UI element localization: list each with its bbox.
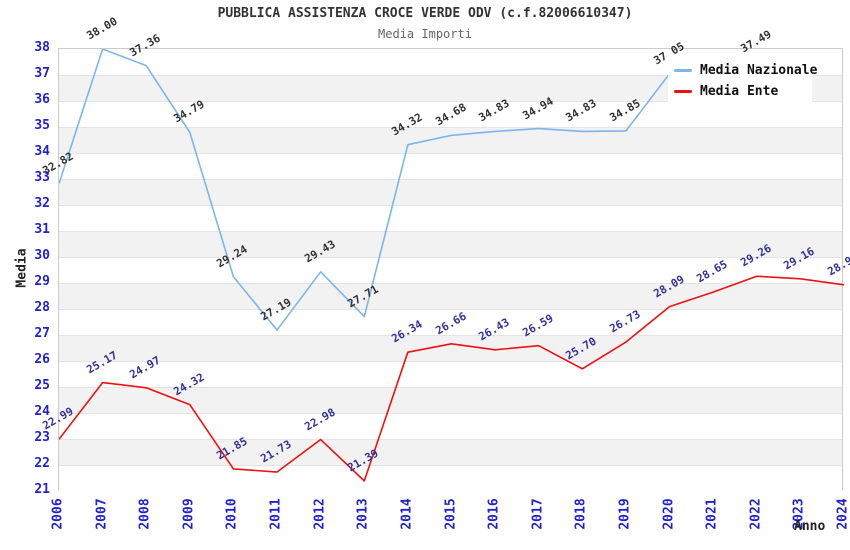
gridline (59, 153, 842, 154)
gridline (59, 413, 842, 414)
y-tick-label: 33 (34, 170, 50, 185)
grid-band (59, 283, 842, 309)
y-tick-label: 34 (34, 144, 50, 159)
y-tick-label: 36 (34, 92, 50, 107)
grid-band (59, 153, 842, 179)
gridline (59, 257, 842, 258)
gridline (59, 309, 842, 310)
gridline (59, 283, 842, 284)
grid-band (59, 205, 842, 231)
grid-band (59, 179, 842, 205)
red-line-swatch-icon (674, 90, 692, 93)
grid-band (59, 387, 842, 413)
grid-band (59, 413, 842, 439)
y-tick-label: 29 (34, 274, 50, 289)
x-tick-label: 2018 (573, 498, 589, 530)
grid-band (59, 257, 842, 283)
grid-band (59, 335, 842, 361)
y-tick-label: 26 (34, 352, 50, 367)
y-tick-label: 28 (34, 300, 50, 315)
series-line-media-nazionale (59, 49, 757, 331)
gridline (59, 335, 842, 336)
y-tick-label: 30 (34, 248, 50, 263)
x-tick-label: 2014 (399, 498, 415, 530)
x-tick-label: 2019 (617, 498, 633, 530)
grid-band (59, 465, 842, 491)
y-tick-label: 24 (34, 404, 50, 419)
y-tick-label: 31 (34, 222, 50, 237)
gridline (59, 439, 842, 440)
gridline (59, 101, 842, 102)
x-tick-label: 2017 (530, 498, 546, 530)
chart-title: PUBBLICA ASSISTENZA CROCE VERDE ODV (c.f… (217, 6, 633, 21)
gridline (59, 465, 842, 466)
gridline (59, 387, 842, 388)
x-tick-label: 2016 (486, 498, 502, 530)
x-axis-title: Anno (794, 519, 826, 534)
x-tick-label: 2012 (312, 498, 328, 530)
x-tick-label: 2021 (704, 498, 720, 530)
legend-label: Media Nazionale (700, 63, 818, 78)
x-tick-label: 2006 (50, 498, 66, 530)
gridline (59, 361, 842, 362)
gridline (59, 231, 842, 232)
grid-band (59, 231, 842, 257)
legend-item-media-ente[interactable]: Media Ente (674, 84, 812, 99)
gridline (59, 127, 842, 128)
y-tick-label: 21 (34, 482, 50, 497)
gridline (59, 205, 842, 206)
x-tick-label: 2022 (748, 498, 764, 530)
blue-line-swatch-icon (674, 69, 692, 72)
x-tick-label: 2011 (268, 498, 284, 530)
y-tick-label: 35 (34, 118, 50, 133)
x-tick-label: 2008 (137, 498, 153, 530)
x-tick-label: 2015 (443, 498, 458, 530)
y-tick-label: 23 (34, 430, 50, 445)
grid-band (59, 439, 842, 465)
x-tick-label: 2010 (224, 498, 240, 530)
y-tick-label: 27 (34, 326, 50, 341)
gridline (59, 75, 842, 76)
grid-band (59, 309, 842, 335)
legend-label: Media Ente (700, 84, 779, 99)
legend-item-media-nazionale[interactable]: Media Nazionale (674, 63, 817, 78)
x-tick-label: 2009 (181, 498, 197, 530)
gridline (59, 179, 842, 180)
x-tick-label: 2007 (94, 498, 110, 530)
x-tick-label: 2020 (661, 498, 677, 530)
y-tick-label: 25 (34, 378, 50, 393)
chart-subtitle: Media Importi (378, 27, 472, 41)
y-tick-label: 38 (34, 40, 50, 55)
series-line-media-ente (59, 275, 844, 482)
series-lines (59, 49, 844, 482)
legend: Media Nazionale Media Ente (668, 54, 817, 108)
y-tick-label: 22 (34, 456, 50, 471)
x-tick-label: 2024 (835, 498, 850, 530)
y-tick-label: 32 (34, 196, 50, 211)
y-tick-label: 37 (34, 66, 50, 81)
x-tick-label: 2013 (355, 498, 371, 530)
plot-area (58, 48, 844, 491)
grid-band (59, 361, 842, 387)
